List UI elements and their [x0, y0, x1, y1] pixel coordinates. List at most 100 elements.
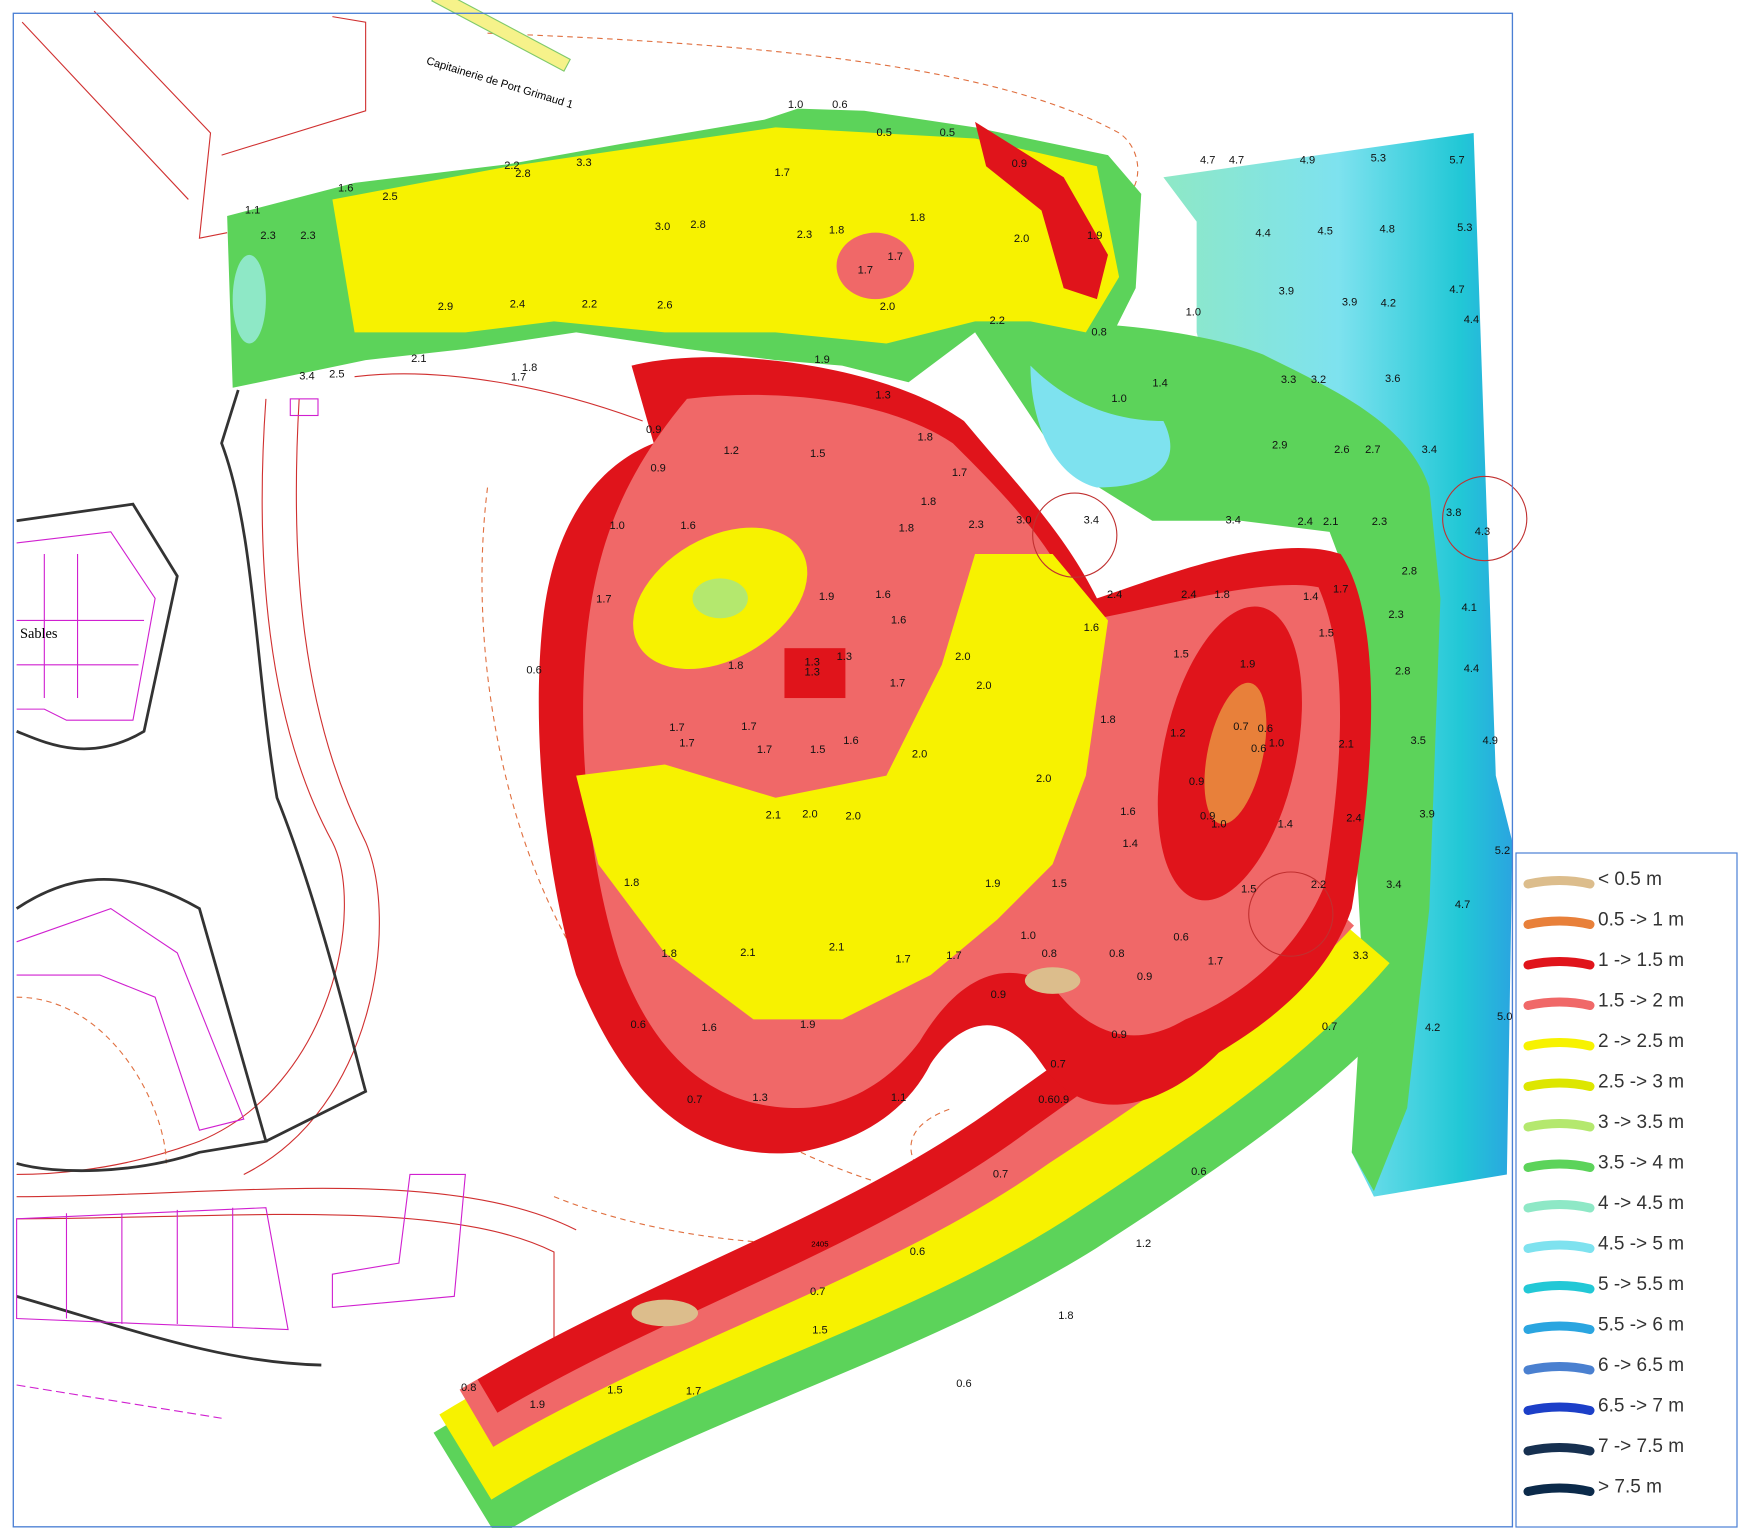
depth-label: 1.6 — [843, 735, 858, 747]
depth-label: 4.4 — [1464, 314, 1479, 326]
depth-label: 1.5 — [810, 744, 825, 756]
legend-swatch — [1528, 1367, 1590, 1371]
depth-label: 1.3 — [875, 389, 890, 401]
depth-label: 2.9 — [1272, 439, 1287, 451]
legend-swatch — [1528, 1002, 1590, 1006]
depth-label: 4.9 — [1483, 735, 1498, 747]
depth-label: 4.7 — [1449, 284, 1464, 296]
depth-label: 2.4 — [1107, 589, 1122, 601]
depth-label: 1.0 — [1269, 737, 1284, 749]
depth-label: 3.3 — [1353, 950, 1368, 962]
depth-label: 0.5 — [940, 127, 955, 139]
depth-label: 0.9 — [1189, 776, 1204, 788]
legend-label: 1.5 -> 2 m — [1598, 991, 1684, 1012]
depth-label: 1.0 — [1186, 306, 1201, 318]
depth-label: 1.7 — [775, 167, 790, 179]
depth-label: 2.4 — [1298, 516, 1313, 528]
depth-label: 3.4 — [299, 371, 314, 383]
depth-label: 1.2 — [724, 445, 739, 457]
legend-label: 3 -> 3.5 m — [1598, 1112, 1684, 1133]
depth-label: 0.6 — [956, 1378, 971, 1390]
depth-label: 2.0 — [912, 748, 927, 760]
legend-swatch — [1528, 1488, 1590, 1492]
depth-label: 0.9 — [650, 463, 665, 475]
depth-label: 3.4 — [1386, 879, 1401, 891]
depth-label: 4.2 — [1381, 298, 1396, 310]
depth-label: 1.5 — [1319, 628, 1334, 640]
depth-label: 1.5 — [1052, 878, 1067, 890]
depth-label: 1.8 — [1100, 714, 1115, 726]
depth-label: 4.3 — [1475, 526, 1490, 538]
depth-label: 0.8 — [461, 1382, 476, 1394]
legend-swatch — [1528, 1245, 1590, 1249]
depth-label: 1.2 — [1136, 1238, 1151, 1250]
depth-label: 3.4 — [1422, 444, 1437, 456]
depth-label: 4.7 — [1229, 155, 1244, 167]
depth-label: 3.8 — [1446, 507, 1461, 519]
legend-swatch — [1528, 1043, 1590, 1047]
depth-label: 0.7 — [1050, 1059, 1065, 1071]
depth-label: 5.3 — [1371, 152, 1386, 164]
depth-label: 2.8 — [690, 219, 705, 231]
depth-label: 1.1 — [245, 204, 260, 216]
depth-label: 2.5 — [382, 191, 397, 203]
depth-label: 1.5 — [810, 448, 825, 460]
depth-label: 2.2 — [1311, 879, 1326, 891]
depth-label: 1.0 — [609, 520, 624, 532]
depth-label: 2.3 — [300, 230, 315, 242]
sand-patch — [632, 1300, 698, 1327]
depth-label: 1.1 — [891, 1092, 906, 1104]
depth-label: 0.5 — [876, 127, 891, 139]
legend-swatch — [1528, 1286, 1590, 1290]
depth-label: 1.0 — [1111, 393, 1126, 405]
depth-label: 2.3 — [968, 519, 983, 531]
depth-label: 1.0 — [1021, 930, 1036, 942]
depth-label: 1.7 — [946, 950, 961, 962]
depth-label: 1.8 — [662, 948, 677, 960]
depth-label: 1.5 — [812, 1325, 827, 1337]
depth-label: 1.8 — [899, 522, 914, 534]
depth-label: 2.9 — [438, 301, 453, 313]
depth-label: 1.9 — [1087, 230, 1102, 242]
depth-label: 3.9 — [1419, 808, 1434, 820]
depth-label: 0.7 — [810, 1286, 825, 1298]
depth-label: 1.8 — [917, 432, 932, 444]
legend-swatch — [1528, 1164, 1590, 1168]
page: Capitainerie de Port Grimaud 1 Sables 24… — [0, 0, 1738, 1528]
depth-label: 4.7 — [1455, 899, 1470, 911]
depth-label: 2.7 — [1365, 444, 1380, 456]
depth-label: 5.0 — [1497, 1011, 1512, 1023]
depth-label: 1.7 — [757, 744, 772, 756]
depth-label: 2.0 — [845, 811, 860, 823]
depth-label: 2.6 — [1334, 444, 1349, 456]
legend-label: 4.5 -> 5 m — [1598, 1234, 1684, 1255]
legend-label: 3.5 -> 4 m — [1598, 1153, 1684, 1174]
depth-label: 1.6 — [1084, 622, 1099, 634]
depth-label: 0.6 — [1251, 743, 1266, 755]
depth-label: 2.1 — [740, 947, 755, 959]
depth-label: 1.9 — [800, 1019, 815, 1031]
bathymetry-map: Capitainerie de Port Grimaud 1 Sables 24… — [0, 0, 1738, 1528]
depth-label: 5.2 — [1495, 845, 1510, 857]
depth-label: 0.8 — [1109, 948, 1124, 960]
depth-label: 0.6 — [910, 1246, 925, 1258]
depth-label: 2.3 — [260, 230, 275, 242]
depth-label: 0.6 — [832, 99, 847, 111]
depth-label: 1.7 — [895, 953, 910, 965]
depth-label: 2.0 — [976, 680, 991, 692]
legend-label: 5 -> 5.5 m — [1598, 1274, 1684, 1295]
depth-label: 0.9 — [646, 424, 661, 436]
depth-label: 3.6 — [1385, 373, 1400, 385]
depth-label: 2.4 — [510, 299, 525, 311]
legend-swatch — [1528, 1407, 1590, 1411]
depth-label: 2.2 — [989, 315, 1004, 327]
depth-label: 1.6 — [338, 182, 353, 194]
depth-label: 1.7 — [679, 737, 694, 749]
depth-label: 4.5 — [1317, 225, 1332, 237]
depth-label: 1.8 — [921, 496, 936, 508]
legend-swatch — [1528, 1448, 1590, 1452]
depth-label: 0.9 — [1137, 971, 1152, 983]
depth-label: 1.9 — [530, 1399, 545, 1411]
depth-label: 4.4 — [1464, 663, 1479, 675]
depth-label: 0.6 — [1173, 931, 1188, 943]
